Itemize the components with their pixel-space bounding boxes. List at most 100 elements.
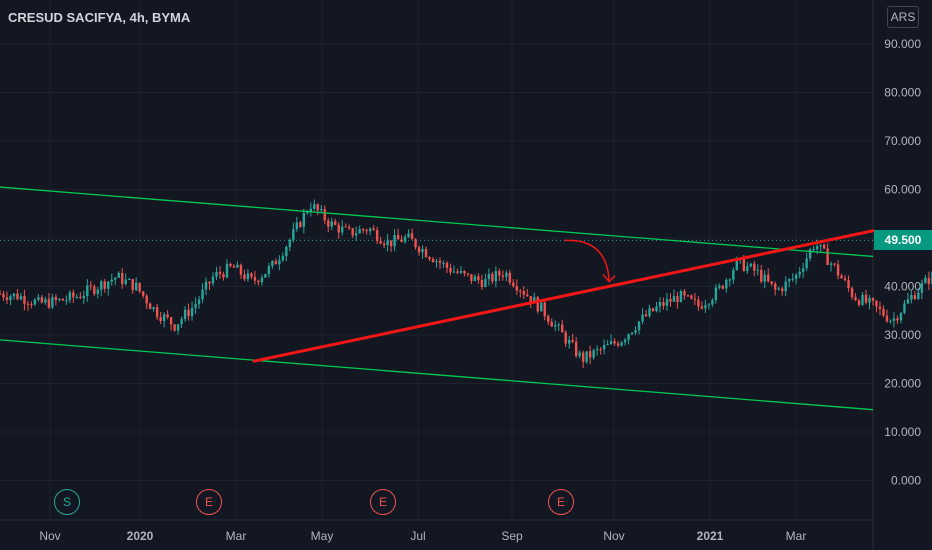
time-tick-label: 2020	[127, 529, 154, 543]
candle-body	[840, 275, 843, 279]
candle-body	[368, 228, 372, 232]
channel-lower-line	[0, 339, 874, 411]
candle-body	[669, 299, 672, 302]
time-tick-label: Mar	[786, 529, 807, 543]
candle-body	[494, 271, 498, 282]
candle-body	[564, 332, 567, 344]
candle-body	[82, 295, 86, 299]
candle-body	[264, 273, 267, 278]
candle-body	[533, 297, 536, 303]
candle-body	[0, 293, 2, 295]
candle-body	[100, 281, 103, 290]
candle-body	[574, 341, 578, 357]
candle-body	[187, 309, 190, 317]
candle-body	[700, 306, 704, 309]
candle-body	[337, 224, 340, 233]
candle-body	[571, 339, 574, 342]
candle-body	[169, 317, 173, 325]
candle-body	[201, 289, 204, 300]
candle-body	[774, 283, 777, 290]
candle-body	[131, 279, 134, 291]
candle-body	[767, 274, 770, 282]
candle-body	[334, 221, 337, 225]
candle-body	[777, 288, 780, 290]
candle-body	[403, 236, 407, 242]
candle-body	[627, 334, 630, 340]
candle-body	[103, 281, 106, 289]
candle-body	[613, 341, 616, 344]
price-tick-label: 80.000	[884, 86, 921, 100]
candle-body	[770, 281, 773, 284]
candle-body	[44, 299, 47, 303]
candle-body	[323, 209, 326, 221]
candle-body	[190, 307, 194, 317]
candle-body	[899, 312, 903, 321]
candle-body	[33, 299, 37, 305]
candle-body	[655, 306, 658, 312]
candle-body	[23, 296, 26, 304]
candle-body	[470, 274, 473, 281]
time-tick-label: Nov	[39, 529, 60, 543]
time-tick-label: May	[311, 529, 334, 543]
candle-body	[281, 256, 285, 261]
candle-body	[285, 246, 288, 257]
candle-body	[354, 233, 358, 236]
candle-body	[173, 324, 176, 331]
candle-body	[65, 300, 68, 302]
candle-body	[445, 262, 449, 268]
candle-body	[393, 234, 396, 247]
event-marker-e[interactable]: E	[370, 489, 396, 515]
price-tick-label: 40.000	[884, 280, 921, 294]
candle-body	[871, 297, 875, 301]
candle-body	[358, 229, 361, 234]
candle-body	[222, 274, 225, 278]
candle-body	[829, 263, 833, 265]
candle-body	[484, 278, 487, 287]
candle-body	[676, 296, 679, 303]
candle-body	[892, 318, 896, 321]
candle-body	[760, 269, 763, 282]
candle-body	[819, 244, 822, 247]
candle-body	[452, 271, 456, 273]
currency-badge[interactable]: ARS	[887, 6, 919, 28]
time-tick-label: Sep	[501, 529, 523, 543]
candle-body	[505, 272, 508, 277]
candle-body	[438, 260, 442, 263]
candle-body	[578, 352, 581, 357]
time-tick-label: Jul	[410, 529, 425, 543]
candle-body	[868, 297, 871, 303]
candle-body	[704, 305, 707, 309]
time-tick-label: Nov	[603, 529, 624, 543]
candle-body	[288, 239, 292, 247]
event-marker-e[interactable]: E	[196, 489, 222, 515]
candle-body	[547, 316, 550, 322]
candle-body	[341, 226, 344, 233]
candle-body	[686, 295, 690, 297]
candle-body	[512, 282, 515, 287]
candle-body	[89, 285, 92, 287]
candle-body	[365, 230, 368, 232]
candle-body	[194, 304, 197, 308]
candle-body	[379, 241, 382, 244]
candle-body	[885, 315, 889, 322]
candle-body	[348, 226, 351, 229]
candle-body	[463, 270, 466, 274]
price-tick-label: 30.000	[884, 328, 921, 342]
candle-body	[473, 276, 477, 281]
candle-body	[794, 274, 798, 279]
candle-body	[309, 208, 312, 213]
event-marker-s[interactable]: S	[54, 489, 80, 515]
candle-body	[299, 222, 302, 227]
price-tick-label: 20.000	[884, 377, 921, 391]
candle-body	[847, 280, 850, 289]
candle-body	[927, 277, 931, 285]
candle-body	[292, 229, 295, 240]
candle-body	[592, 350, 595, 358]
candle-body	[86, 285, 89, 296]
event-marker-e[interactable]: E	[548, 489, 574, 515]
candle-body	[30, 304, 33, 306]
candle-body	[833, 263, 836, 265]
candle-body	[634, 330, 637, 333]
candle-body	[756, 269, 759, 271]
